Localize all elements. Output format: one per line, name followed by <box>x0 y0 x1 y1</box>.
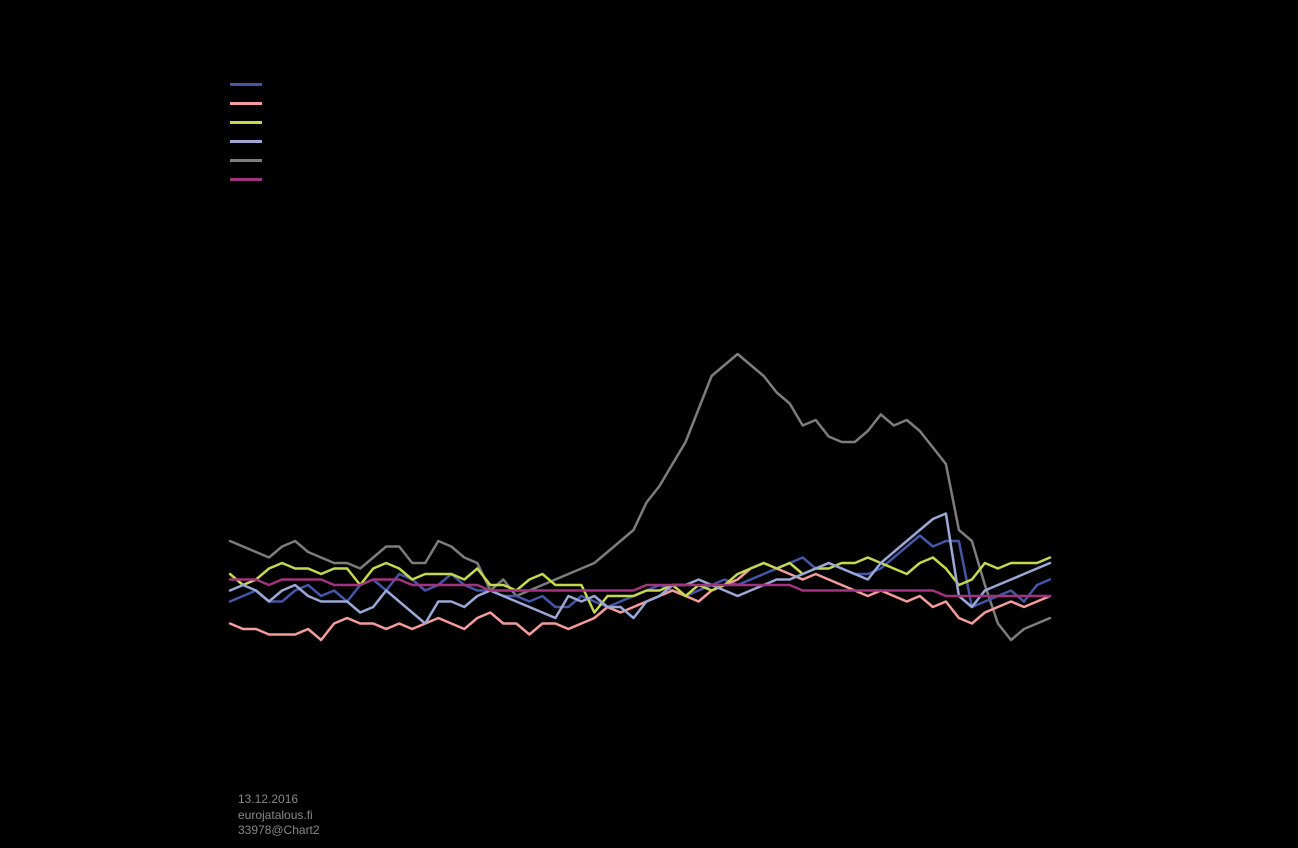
footer-ref: 33978@Chart2 <box>238 823 320 839</box>
legend-item: Irlanti <box>230 132 324 150</box>
legend-item: Espanja <box>230 151 324 169</box>
legend-swatch <box>230 178 262 181</box>
legend-label: Euroalue <box>272 172 324 187</box>
legend-swatch <box>230 102 262 105</box>
chart-container: Suomi Ruotsi Saksa Irlanti Espanja Euroa… <box>190 70 1050 770</box>
series-line-suomi <box>230 536 1050 608</box>
plot-area <box>230 200 1050 750</box>
legend-label: Ruotsi <box>272 96 309 111</box>
legend-item: Suomi <box>230 75 324 93</box>
legend-item: Saksa <box>230 113 324 131</box>
chart-legend: Suomi Ruotsi Saksa Irlanti Espanja Euroa… <box>230 75 324 189</box>
legend-swatch <box>230 83 262 86</box>
footer-source: eurojatalous.fi <box>238 808 320 824</box>
legend-swatch <box>230 121 262 124</box>
legend-item: Ruotsi <box>230 94 324 112</box>
legend-swatch <box>230 140 262 143</box>
series-line-espanja <box>230 354 1050 640</box>
legend-label: Saksa <box>272 115 308 130</box>
series-line-irlanti <box>230 514 1050 624</box>
legend-label: Espanja <box>272 153 319 168</box>
legend-swatch <box>230 159 262 162</box>
legend-label: Suomi <box>272 77 309 92</box>
legend-item: Euroalue <box>230 170 324 188</box>
footer-date: 13.12.2016 <box>238 792 320 808</box>
chart-svg <box>230 200 1050 750</box>
legend-label: Irlanti <box>272 134 304 149</box>
chart-footer: 13.12.2016 eurojatalous.fi 33978@Chart2 <box>238 792 320 839</box>
